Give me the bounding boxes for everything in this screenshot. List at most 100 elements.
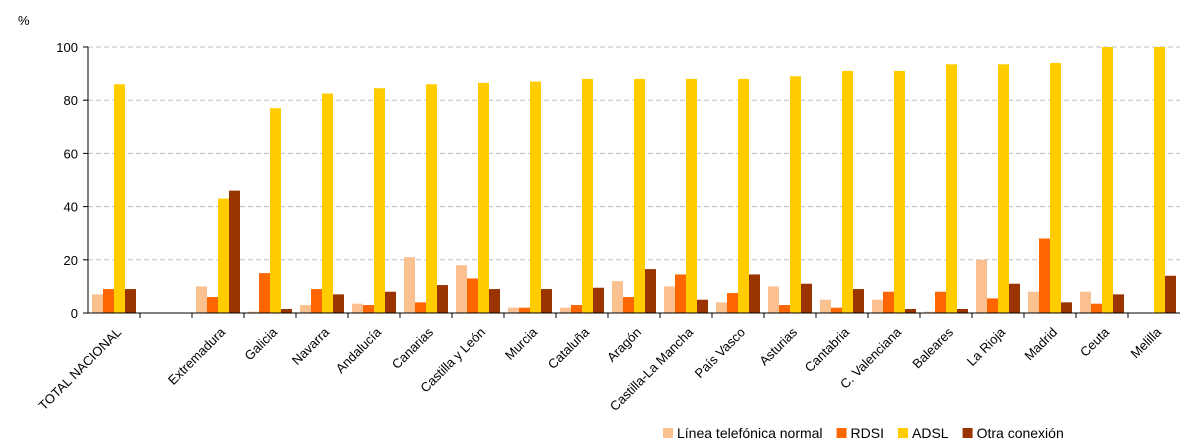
x-tick-label: Extremadura	[165, 324, 229, 388]
bar	[623, 297, 634, 313]
bar	[645, 269, 656, 313]
legend-label: RDSI	[851, 425, 884, 441]
bar	[467, 278, 478, 313]
bar	[779, 305, 790, 313]
bar	[248, 311, 259, 313]
bar	[333, 294, 344, 313]
bar	[831, 307, 842, 313]
x-tick-label: Melilla	[1127, 324, 1164, 361]
bar	[374, 88, 385, 313]
bar	[987, 298, 998, 313]
bar	[664, 286, 675, 313]
bar	[853, 289, 864, 313]
bar	[1102, 47, 1113, 313]
bar	[92, 294, 103, 313]
bar	[1028, 291, 1039, 313]
x-tick-label: País Vasco	[692, 325, 748, 381]
bar	[905, 309, 916, 313]
bars	[92, 47, 1176, 314]
legend-swatch	[836, 428, 847, 438]
bar	[738, 78, 749, 313]
bar	[437, 285, 448, 313]
bar	[385, 291, 396, 313]
bar	[749, 274, 760, 313]
bar	[697, 299, 708, 313]
x-tick-label: Cantabria	[802, 324, 853, 375]
bar	[998, 64, 1009, 313]
bar	[508, 307, 519, 313]
bar	[1009, 283, 1020, 313]
x-tick-label: Ceuta	[1077, 324, 1113, 360]
bar	[582, 78, 593, 313]
bar	[935, 291, 946, 313]
bar	[218, 198, 229, 313]
bar	[270, 108, 281, 314]
bar	[530, 81, 541, 313]
x-tick-label: Murcia	[502, 324, 541, 363]
bar	[820, 299, 831, 313]
x-tick-label: Cataluña	[545, 324, 593, 372]
legend-swatch	[962, 428, 973, 438]
bar	[634, 78, 645, 313]
bar	[1165, 275, 1176, 313]
bar	[883, 291, 894, 313]
bar	[363, 305, 374, 313]
x-tick-label: Andalucía	[333, 324, 385, 376]
legend: Línea telefónica normal RDSI ADSL Otra cone…	[663, 425, 1064, 441]
bar	[519, 307, 530, 313]
bar	[727, 293, 738, 313]
y-tick-label: 80	[64, 93, 78, 108]
bar	[976, 259, 987, 313]
y-axis-label: %	[18, 13, 30, 28]
bar	[281, 309, 292, 313]
bar	[114, 84, 125, 314]
bar	[489, 289, 500, 313]
bar	[196, 286, 207, 313]
bar	[593, 287, 604, 313]
bar	[541, 289, 552, 313]
bar	[1091, 303, 1102, 313]
bar	[560, 307, 571, 313]
bar	[1061, 302, 1072, 313]
legend-label: Otra conexión	[977, 425, 1064, 441]
x-tick-label: La Rioja	[964, 324, 1009, 369]
bar	[322, 93, 333, 313]
bar	[946, 64, 957, 313]
y-tick-label: 40	[64, 200, 78, 215]
x-tick-label: Aragón	[604, 325, 644, 365]
x-tick-label: Galicia	[241, 324, 280, 363]
bar	[801, 283, 812, 313]
bar	[311, 289, 322, 313]
legend-label: ADSL	[912, 425, 949, 441]
y-tick-label: 100	[56, 40, 78, 55]
bar	[300, 305, 311, 313]
bar	[478, 82, 489, 313]
bar	[352, 303, 363, 313]
bar	[259, 273, 270, 313]
bar	[612, 281, 623, 313]
x-tick-label: Asturias	[756, 324, 800, 368]
x-tick-label: Baleares	[909, 324, 956, 371]
x-tick-label: Madrid	[1021, 325, 1060, 364]
bar	[571, 305, 582, 313]
bar	[125, 289, 136, 313]
bar	[1050, 62, 1061, 314]
bar	[207, 297, 218, 313]
bar	[103, 289, 114, 313]
bar	[1154, 47, 1165, 313]
legend-swatch	[898, 428, 908, 438]
bar	[768, 286, 779, 313]
y-tick-label: 60	[64, 146, 78, 161]
bar	[415, 302, 426, 313]
bar	[894, 70, 905, 313]
bar	[675, 274, 686, 313]
y-tick-label: 0	[71, 306, 78, 321]
x-tick-label: Navarra	[289, 324, 333, 368]
bar	[716, 302, 727, 313]
bar	[957, 309, 968, 313]
bar	[426, 84, 437, 314]
bar	[872, 299, 883, 313]
bar	[686, 78, 697, 313]
y-tick-label: 20	[64, 253, 78, 268]
